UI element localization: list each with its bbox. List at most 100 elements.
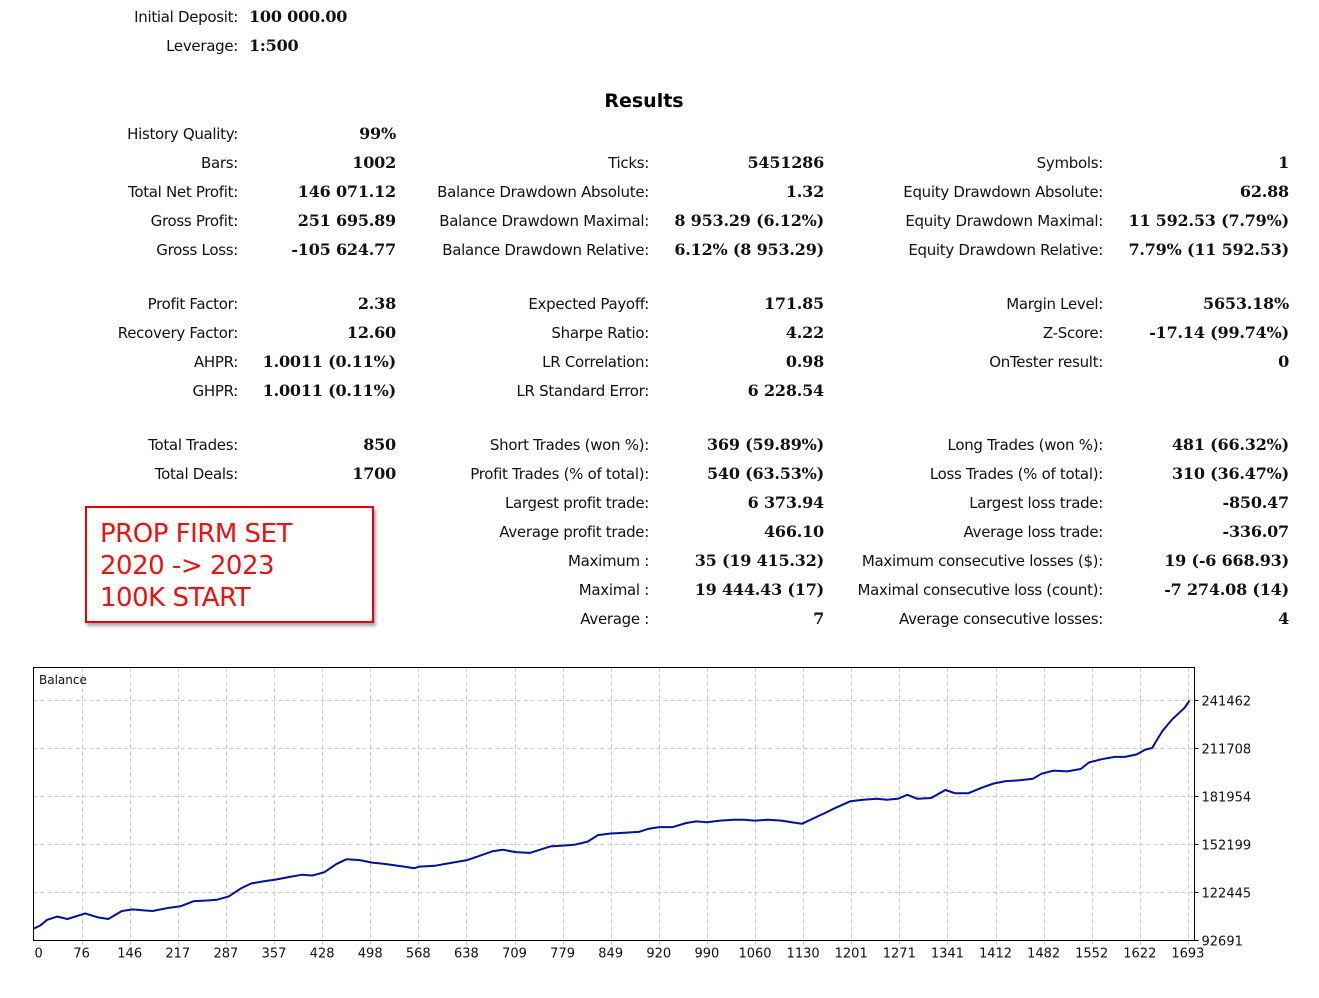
sharpe-ratio-label: Sharpe Ratio: <box>551 324 649 342</box>
recovery-factor-label: Recovery Factor: <box>117 324 239 342</box>
total-trades-value: 850 <box>363 435 396 454</box>
largest-profit-trade-value: 6 373.94 <box>747 493 825 512</box>
chart-grid <box>33 667 1199 945</box>
ontester-result-value: 0 <box>1278 352 1289 371</box>
y-tick-label: 241462 <box>1202 695 1252 710</box>
ticks-value: 5451286 <box>747 153 824 172</box>
x-tick-label: 287 <box>213 947 238 962</box>
leverage-label: Leverage: <box>166 37 238 55</box>
equity-dd-absolute-value: 62.88 <box>1239 182 1289 201</box>
x-tick-label: 1060 <box>738 947 771 962</box>
x-tick-label: 1130 <box>787 947 820 962</box>
results-title: Results <box>604 90 684 112</box>
balance-dd-absolute-value: 1.32 <box>785 182 824 201</box>
ontester-result-label: OnTester result: <box>989 353 1103 371</box>
x-tick-label: 568 <box>406 947 431 962</box>
x-axis-ticks: 0 76 146 217 287 357 428 498 568 638 709 779 849 920 9… <box>35 947 1205 962</box>
initial-deposit-label: Initial Deposit: <box>134 8 238 26</box>
largest-profit-trade-label: Largest profit trade: <box>504 494 649 512</box>
x-tick-label: 498 <box>358 947 383 962</box>
x-tick-label: 76 <box>73 947 90 962</box>
loss-trades-value: 310 (36.47%) <box>1171 464 1289 483</box>
total-net-profit-label: Total Net Profit: <box>128 183 238 201</box>
average-consecutive-losses-value: 4 <box>1278 609 1289 628</box>
ahpr-value: 1.0011 (0.11%) <box>262 352 397 371</box>
ghpr-value: 1.0011 (0.11%) <box>262 381 397 400</box>
total-deals-value: 1700 <box>352 464 396 483</box>
gross-profit-value: 251 695.89 <box>297 211 396 230</box>
expected-payoff-label: Expected Payoff: <box>528 295 649 313</box>
x-tick-label: 1201 <box>835 947 868 962</box>
max-consecutive-wins-value: 35 (19 415.32) <box>694 551 824 570</box>
profit-trades-label: Profit Trades (% of total): <box>470 465 649 483</box>
largest-loss-trade-value: -850.47 <box>1222 493 1290 512</box>
y-tick-label: 211708 <box>1202 743 1252 758</box>
x-tick-label: 1412 <box>979 947 1012 962</box>
ticks-label: Ticks: <box>608 154 649 172</box>
balance-chart: Balance 0 76 146 217 287 357 428 498 568 638 709 77… <box>0 660 1319 994</box>
long-trades-label: Long Trades (won %): <box>947 436 1104 454</box>
lr-correlation-value: 0.98 <box>785 352 824 371</box>
equity-dd-maximal-label: Equity Drawdown Maximal: <box>905 212 1103 230</box>
balance-line <box>33 699 1191 930</box>
total-net-profit-value: 146 071.12 <box>297 182 396 201</box>
equity-dd-maximal-value: 11 592.53 (7.79%) <box>1128 211 1289 230</box>
chart-legend: Balance <box>39 673 87 687</box>
gross-loss-value: -105 624.77 <box>291 240 396 259</box>
average-consecutive-wins-value: 7 <box>813 609 824 628</box>
equity-dd-relative-label: Equity Drawdown Relative: <box>908 241 1103 259</box>
symbols-label: Symbols: <box>1036 154 1104 172</box>
balance-dd-absolute-label: Balance Drawdown Absolute: <box>437 183 649 201</box>
ahpr-label: AHPR: <box>193 353 238 371</box>
balance-dd-relative-label: Balance Drawdown Relative: <box>442 241 649 259</box>
bars-value: 1002 <box>352 153 396 172</box>
max-consecutive-wins-label: Maximum : <box>567 552 649 570</box>
maximal-consecutive-profit-value: 19 444.43 (17) <box>694 580 824 599</box>
initial-deposit-value: 100 000.00 <box>249 7 348 26</box>
leverage-value: 1:500 <box>249 36 299 55</box>
equity-dd-absolute-label: Equity Drawdown Absolute: <box>903 183 1103 201</box>
average-consecutive-losses-label: Average consecutive losses: <box>899 610 1103 628</box>
bars-label: Bars: <box>200 154 238 172</box>
average-profit-trade-label: Average profit trade: <box>499 523 649 541</box>
total-trades-label: Total Trades: <box>148 436 238 454</box>
total-deals-label: Total Deals: <box>154 465 239 483</box>
balance-dd-maximal-label: Balance Drawdown Maximal: <box>439 212 649 230</box>
y-tick-label: 122445 <box>1202 887 1252 902</box>
x-tick-label: 849 <box>598 947 623 962</box>
x-tick-label: 1341 <box>931 947 964 962</box>
gross-loss-label: Gross Loss: <box>156 241 238 259</box>
average-consecutive-wins-label: Average : <box>580 610 649 628</box>
x-tick-label: 217 <box>165 947 190 962</box>
z-score-value: -17.14 (99.74%) <box>1149 323 1289 342</box>
annotation-line-1: PROP FIRM SET <box>100 519 292 549</box>
symbols-value: 1 <box>1278 153 1289 172</box>
annotation-box: PROP FIRM SET 2020 -> 2023 100K START <box>85 506 374 623</box>
x-tick-label: 0 <box>35 947 43 962</box>
long-trades-value: 481 (66.32%) <box>1171 435 1289 454</box>
lr-correlation-label: LR Correlation: <box>542 353 649 371</box>
annotation-line-3: 100K START <box>100 583 251 613</box>
annotation-line-2: 2020 -> 2023 <box>100 551 275 581</box>
average-profit-trade-value: 466.10 <box>763 522 824 541</box>
equity-dd-relative-value: 7.79% (11 592.53) <box>1128 240 1289 259</box>
y-tick-label: 92691 <box>1202 935 1243 950</box>
profit-trades-value: 540 (63.53%) <box>706 464 824 483</box>
margin-level-label: Margin Level: <box>1006 295 1103 313</box>
x-tick-label: 1693 <box>1171 947 1204 962</box>
x-tick-label: 990 <box>694 947 719 962</box>
largest-loss-trade-label: Largest loss trade: <box>969 494 1103 512</box>
balance-dd-maximal-value: 8 953.29 (6.12%) <box>674 211 824 230</box>
ghpr-label: GHPR: <box>192 382 239 400</box>
average-loss-trade-value: -336.07 <box>1222 522 1290 541</box>
x-tick-label: 1552 <box>1075 947 1108 962</box>
sharpe-ratio-value: 4.22 <box>785 323 824 342</box>
x-tick-label: 146 <box>117 947 142 962</box>
y-axis-ticks: 241462 211708 181954 152199 122445 92691 <box>1194 695 1252 950</box>
y-tick-label: 152199 <box>1202 839 1252 854</box>
x-tick-label: 779 <box>550 947 575 962</box>
maximal-consecutive-profit-label: Maximal : <box>578 581 650 599</box>
z-score-label: Z-Score: <box>1042 324 1103 342</box>
x-tick-label: 638 <box>454 947 479 962</box>
balance-chart-svg: Balance 0 76 146 217 287 357 428 498 568 638 709 77… <box>33 667 1252 962</box>
